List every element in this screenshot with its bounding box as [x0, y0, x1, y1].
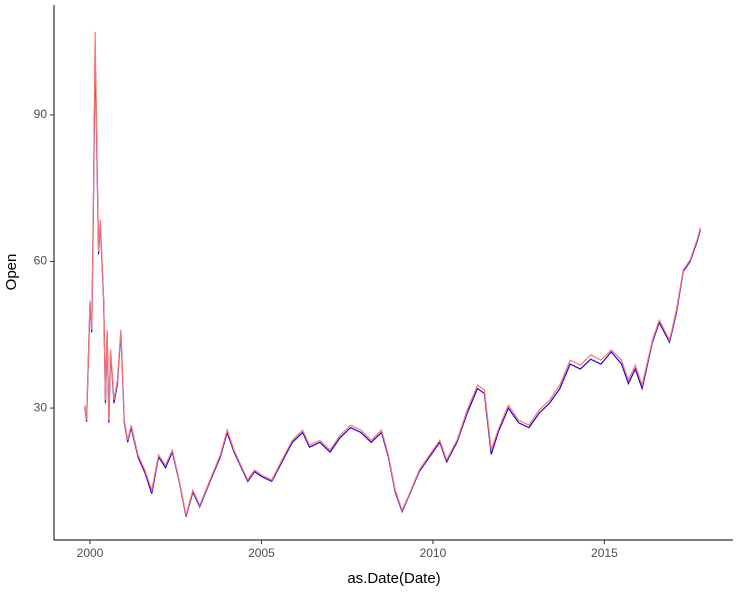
- x-tick-label: 2000: [77, 546, 104, 560]
- y-tick-label: 90: [34, 107, 48, 121]
- x-axis-title: as.Date(Date): [347, 570, 440, 587]
- series-line: [84, 51, 701, 517]
- x-tick-label: 2005: [248, 546, 275, 560]
- x-tick-label: 2010: [420, 546, 447, 560]
- y-axis-title: Open: [3, 254, 20, 291]
- x-tick-label: 2015: [591, 546, 618, 560]
- series-line: [84, 31, 701, 516]
- y-tick-label: 60: [34, 254, 48, 268]
- y-tick-label: 30: [34, 400, 48, 414]
